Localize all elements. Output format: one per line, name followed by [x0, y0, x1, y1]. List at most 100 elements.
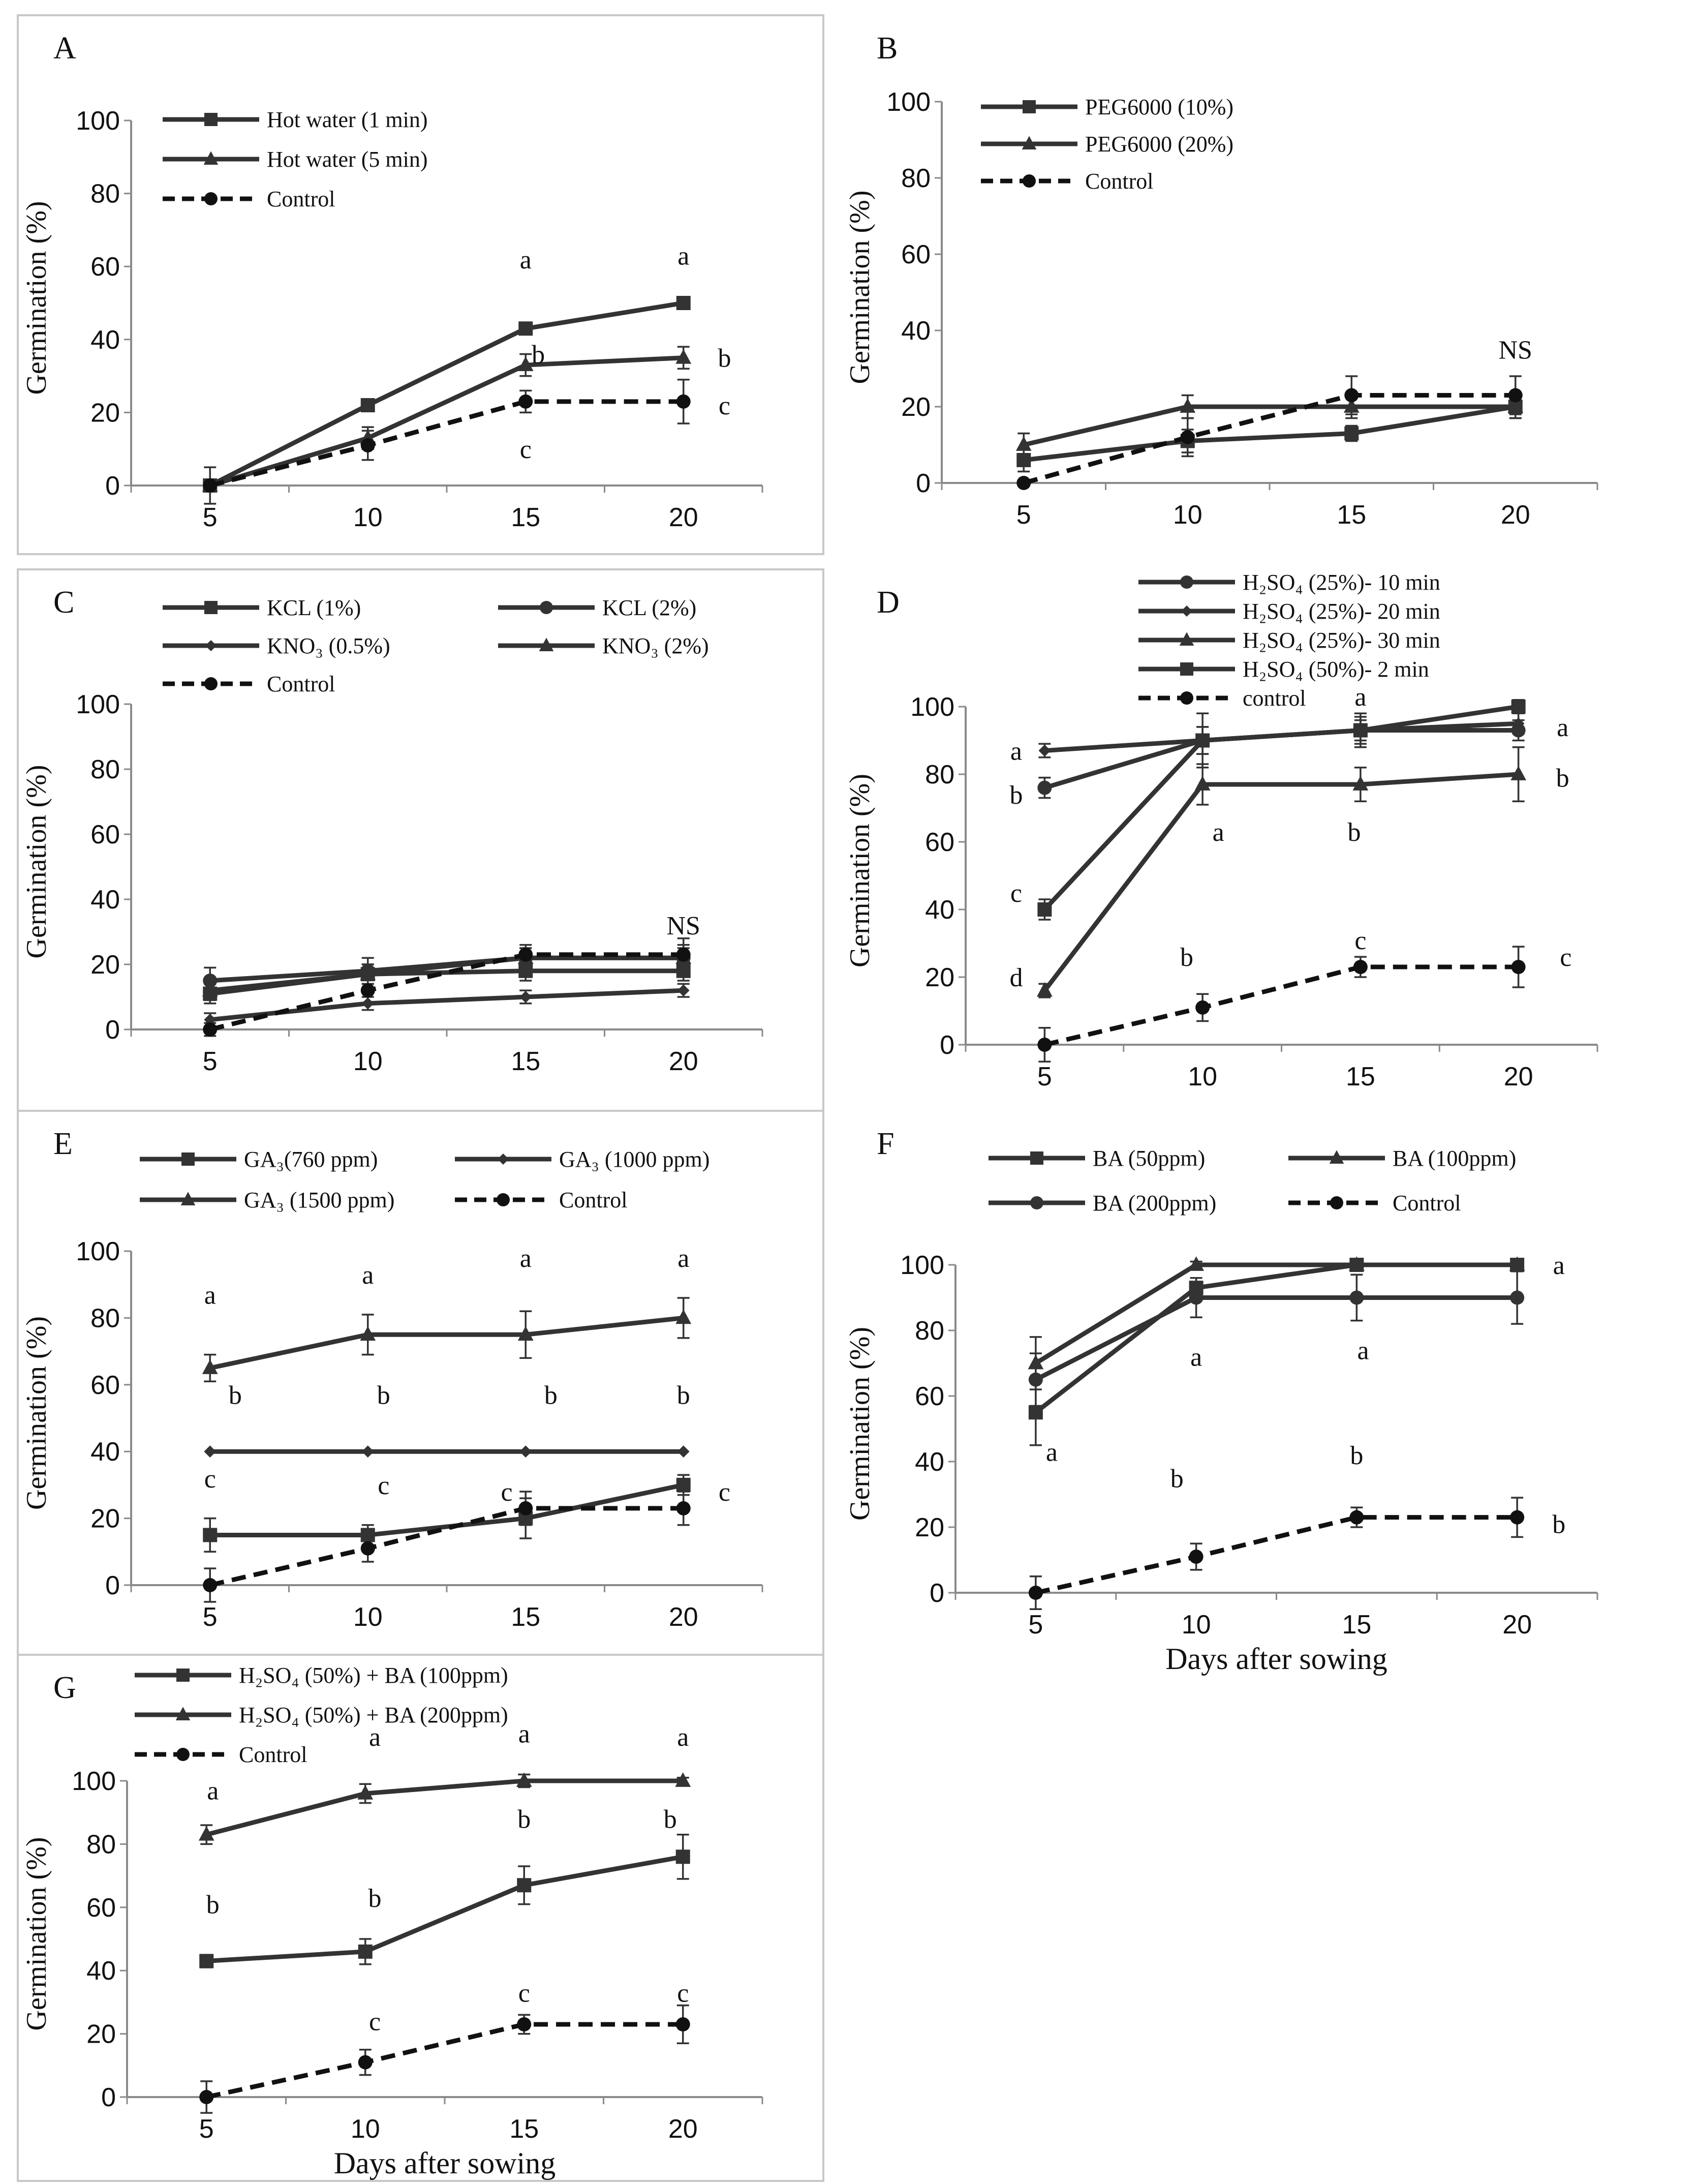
- data-point: [675, 1849, 690, 1864]
- legend-item: GA₃(760 ppm): [140, 1147, 378, 1172]
- series-line: [209, 1315, 684, 1371]
- legend-item: H₂SO₄ (25%)- 30 min: [1138, 628, 1440, 653]
- data-point: [1189, 1290, 1204, 1305]
- legend: KCL (1%) KCL (2%) KNO₃ (0.5%) KNO₃ (2%) Cont…: [163, 595, 709, 696]
- legend-label: BA (50ppm): [1093, 1146, 1205, 1171]
- data-point: [1195, 733, 1210, 748]
- legend-marker: [1179, 632, 1194, 646]
- data-point: [1508, 388, 1523, 403]
- data-point: [676, 1477, 691, 1492]
- y-tick-label: 60: [925, 828, 954, 857]
- data-point: [517, 356, 534, 371]
- x-tick-label: 5: [1028, 1610, 1043, 1640]
- legend-item: H₂SO₄ (50%) + BA (200ppm): [135, 1703, 508, 1727]
- legend-item: Hot water (5 min): [163, 147, 427, 172]
- legend-label: KNO₃ (0.5%): [267, 633, 390, 658]
- series-3: [1016, 375, 1523, 490]
- data-point: [1036, 982, 1053, 997]
- data-point: [198, 1826, 214, 1841]
- legend-marker: [203, 151, 219, 165]
- y-tick-label: 60: [901, 240, 931, 269]
- significance-label: c: [1010, 879, 1022, 908]
- legend-label: control: [1243, 686, 1306, 711]
- series-3: [1036, 746, 1527, 998]
- legend-item: Control: [135, 1742, 307, 1767]
- legend-item: Control: [455, 1188, 627, 1212]
- significance-label: a: [677, 1244, 689, 1273]
- data-point: [1028, 1405, 1043, 1420]
- x-tick-label: 20: [1504, 1062, 1533, 1091]
- significance-label: c: [204, 1465, 216, 1494]
- data-point: [517, 1878, 532, 1893]
- y-tick-label: 40: [90, 885, 120, 915]
- data-point: [517, 1326, 534, 1341]
- y-tick-label: 60: [86, 1893, 116, 1923]
- x-tick-label: 20: [668, 2114, 698, 2144]
- x-tick-label: 15: [511, 1602, 540, 1632]
- y-tick-label: 20: [90, 950, 120, 980]
- data-point: [516, 1772, 532, 1787]
- x-tick-label: 15: [1342, 1610, 1371, 1640]
- y-tick-label: 80: [90, 179, 120, 209]
- legend: BA (50ppm) BA (100ppm) BA (200ppm) Control: [989, 1146, 1516, 1216]
- series-2: [1015, 394, 1524, 458]
- significance-label: c: [719, 391, 730, 420]
- series-line: [1042, 772, 1519, 992]
- data-point: [1189, 1550, 1204, 1564]
- data-point: [1353, 723, 1368, 738]
- significance-label: c: [369, 2008, 381, 2037]
- y-tick-label: 80: [90, 755, 120, 784]
- x-tick-label: 15: [511, 1047, 540, 1076]
- data-point: [203, 1578, 218, 1592]
- legend-label: Control: [1085, 169, 1153, 194]
- series-line: [210, 1482, 684, 1537]
- legend-item: Control: [1288, 1191, 1461, 1216]
- data-point: [1510, 1290, 1525, 1305]
- series-5: [1037, 946, 1526, 1063]
- data-point: [1348, 1256, 1365, 1271]
- series-line: [206, 2022, 683, 2100]
- series-1: [1028, 1258, 1525, 1446]
- data-point: [675, 1309, 692, 1324]
- data-point: [1344, 426, 1359, 441]
- significance-label: a: [677, 1723, 689, 1752]
- legend-marker: [176, 1669, 190, 1682]
- y-tick-label: 40: [90, 1437, 120, 1467]
- series-line: [209, 355, 684, 488]
- series-line: [1043, 704, 1519, 912]
- legend-label: H₂SO₄ (50%) + BA (200ppm): [239, 1703, 508, 1727]
- significance-label: a: [1190, 1343, 1202, 1372]
- data-point: [676, 394, 691, 409]
- y-axis-title: Germination (%): [21, 201, 52, 395]
- data-point: [358, 2055, 373, 2070]
- series-line: [1023, 404, 1516, 463]
- y-tick-label: 100: [900, 1251, 944, 1280]
- data-point: [677, 984, 690, 997]
- series-5: [203, 937, 691, 1037]
- data-point: [676, 947, 691, 962]
- x-tick-label: 5: [203, 1047, 218, 1076]
- significance-label: b: [1556, 764, 1569, 793]
- series-4: [1037, 699, 1526, 921]
- y-tick-label: 40: [915, 1447, 944, 1477]
- panel-e: E 0 20 40 60 80 100 5 10 15 20 Germination (%) a a a a b…: [17, 1110, 824, 1656]
- significance-label: a: [207, 1777, 219, 1806]
- legend-marker: [175, 1707, 191, 1721]
- x-tick-label: 20: [669, 503, 698, 532]
- legend-item: KNO₃ (2%): [498, 633, 709, 658]
- legend-label: Control: [1393, 1191, 1461, 1216]
- data-point: [360, 398, 375, 413]
- y-axis-title: Germination (%): [21, 765, 52, 959]
- data-point: [1038, 744, 1051, 757]
- legend-item: control: [1138, 686, 1306, 711]
- y-tick-label: 100: [910, 692, 954, 722]
- y-axis-title: Germination (%): [21, 1316, 52, 1510]
- x-tick-label: 5: [1016, 500, 1031, 530]
- x-axis-title: Days after sowing: [334, 2146, 556, 2180]
- data-point: [202, 1359, 218, 1374]
- x-tick-label: 15: [509, 2114, 539, 2144]
- significance-label: b: [377, 1381, 390, 1410]
